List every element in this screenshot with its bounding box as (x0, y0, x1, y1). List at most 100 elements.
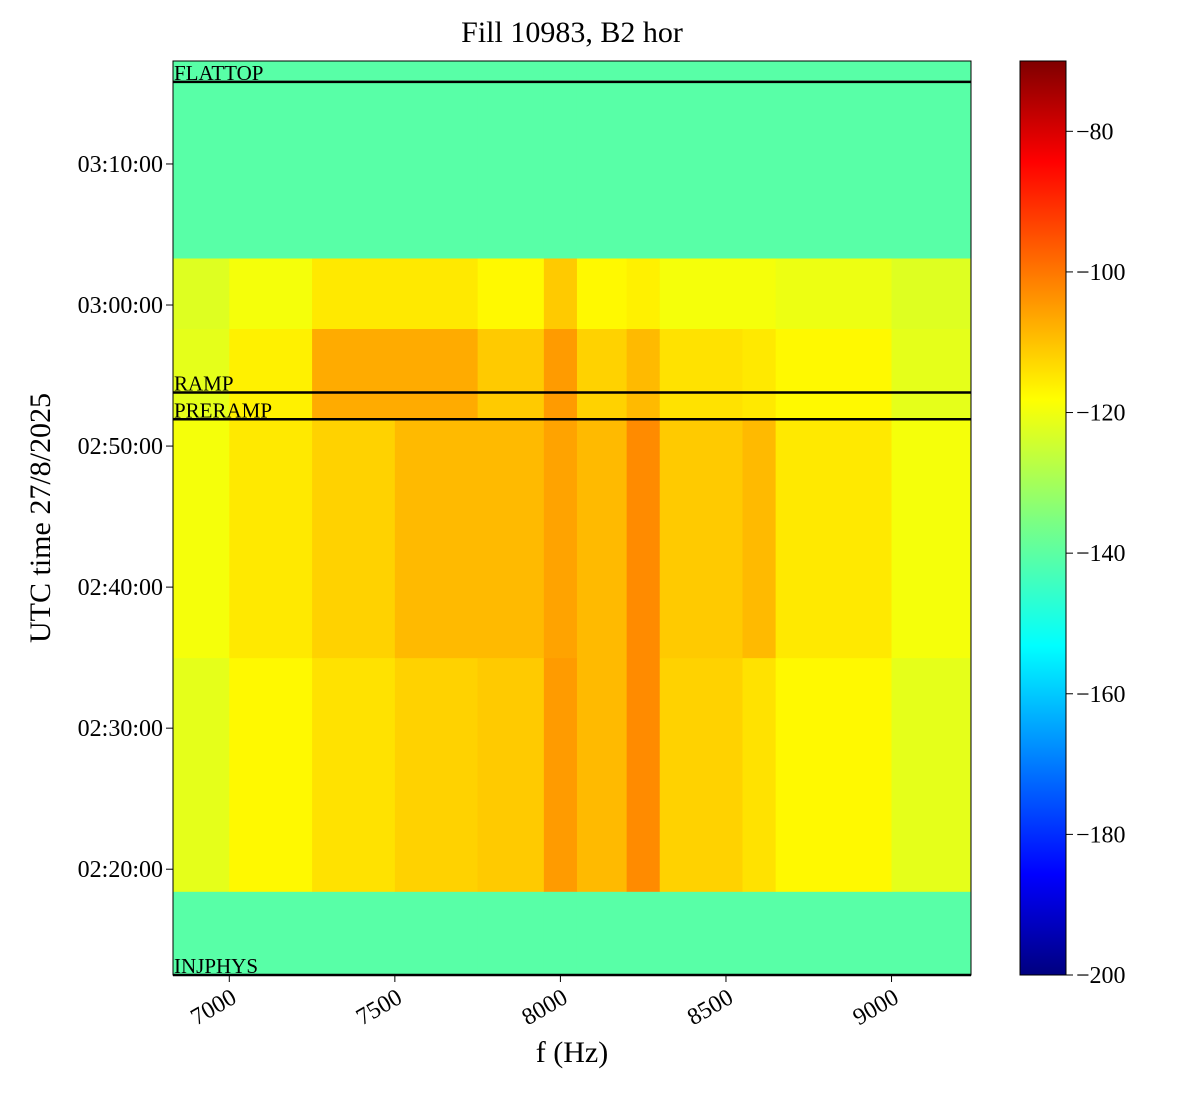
heatmap-cell (576, 61, 628, 259)
heatmap-cell (394, 257, 479, 330)
colorbar-tick-label: −180 (1076, 822, 1126, 848)
heatmap-cell (173, 657, 230, 892)
heatmap-cell (891, 61, 972, 259)
heatmap-cell (659, 891, 744, 976)
chart-title: Fill 10983, B2 hor (461, 16, 683, 49)
plot-frame (172, 60, 972, 976)
heatmap-cell (775, 891, 893, 976)
heatmap-cell (659, 657, 744, 892)
colorbar (1019, 60, 1067, 976)
heatmap-cell (626, 657, 661, 892)
heatmap-cell (229, 61, 313, 259)
x-tick-label: 9000 (849, 984, 904, 1031)
heatmap-cell (543, 657, 578, 892)
heatmap-cell (659, 257, 744, 330)
heatmap-cell (626, 61, 661, 259)
heatmap-cell (775, 257, 893, 330)
heatmap-cell (775, 61, 893, 259)
colorbar-tick-label: −120 (1076, 401, 1126, 427)
heatmap-cell (576, 891, 628, 976)
heatmap-cell (229, 257, 313, 330)
heatmap (173, 61, 972, 976)
heatmap-cell (229, 891, 313, 976)
heatmap-cell (543, 419, 578, 659)
heatmap-cell (229, 419, 313, 659)
y-tick-label: 03:10:00 (78, 152, 163, 178)
heatmap-cell (742, 61, 777, 259)
event-label: RAMP (174, 371, 234, 395)
heatmap-cell (477, 657, 545, 892)
heatmap-cell (775, 328, 893, 420)
heatmap-cell (775, 419, 893, 659)
heatmap-cell (173, 328, 230, 420)
heatmap-cell (891, 657, 972, 892)
heatmap-cell (576, 257, 628, 330)
heatmap-cell (394, 891, 479, 976)
heatmap-cell (659, 61, 744, 259)
heatmap-cell (312, 61, 396, 259)
heatmap-cell (312, 257, 396, 330)
x-tick-label: 8000 (518, 984, 573, 1031)
heatmap-cell (891, 891, 972, 976)
heatmap-cell (477, 257, 545, 330)
colorbar-tick-label: −200 (1076, 963, 1126, 989)
heatmap-cell (742, 257, 777, 330)
heatmap-cell (394, 657, 479, 892)
y-axis-label: UTC time 27/8/2025 (24, 393, 57, 643)
heatmap-cell (576, 328, 628, 420)
heatmap-cell (477, 891, 545, 976)
heatmap-cell (742, 891, 777, 976)
x-tick-label: 8500 (683, 984, 738, 1031)
colorbar-tick-label: −100 (1076, 260, 1126, 286)
y-tick-label: 02:50:00 (78, 434, 163, 460)
heatmap-cell (742, 657, 777, 892)
heatmap-cell (173, 419, 230, 659)
event-label: PRERAMP (174, 398, 272, 422)
colorbar-tick-label: −140 (1076, 541, 1126, 567)
heatmap-cell (659, 328, 744, 420)
heatmap-cell (543, 891, 578, 976)
heatmap-cell (543, 257, 578, 330)
heatmap-cell (891, 257, 972, 330)
heatmap-cell (891, 328, 972, 420)
heatmap-cell (626, 419, 661, 659)
heatmap-cell (543, 61, 578, 259)
y-tick-label: 03:00:00 (78, 293, 163, 319)
x-tick-label: 7500 (352, 984, 407, 1031)
heatmap-cell (312, 419, 396, 659)
heatmap-cell (312, 891, 396, 976)
x-tick-label: 7000 (186, 984, 241, 1031)
heatmap-cell (173, 891, 230, 976)
heatmap-cell (626, 891, 661, 976)
heatmap-cell (173, 257, 230, 330)
heatmap-cell (477, 328, 545, 420)
y-tick-label: 02:40:00 (78, 575, 163, 601)
x-axis-label: f (Hz) (536, 1036, 608, 1069)
heatmap-cell (742, 328, 777, 420)
colorbar-tick-label: −160 (1076, 682, 1126, 708)
heatmap-cell (626, 257, 661, 330)
colorbar-tick-label: −80 (1076, 119, 1114, 145)
heatmap-cell (891, 419, 972, 659)
heatmap-cell (659, 419, 744, 659)
y-tick-label: 02:30:00 (78, 716, 163, 742)
heatmap-cell (543, 328, 578, 420)
event-label: INJPHYS (174, 954, 258, 978)
heatmap-cell (477, 61, 545, 259)
heatmap-cell (229, 657, 313, 892)
heatmap-cell (312, 328, 396, 420)
heatmap-cell (626, 328, 661, 420)
heatmap-cell (173, 61, 230, 259)
heatmap-cell (394, 61, 479, 259)
heatmap-cell (477, 419, 545, 659)
heatmap-cell (394, 419, 479, 659)
event-label: FLATTOP (174, 61, 263, 85)
heatmap-cell (229, 328, 313, 420)
y-tick-label: 02:20:00 (78, 857, 163, 883)
heatmap-cell (576, 419, 628, 659)
heatmap-cell (775, 657, 893, 892)
heatmap-cell (742, 419, 777, 659)
heatmap-cell (312, 657, 396, 892)
heatmap-cell (576, 657, 628, 892)
